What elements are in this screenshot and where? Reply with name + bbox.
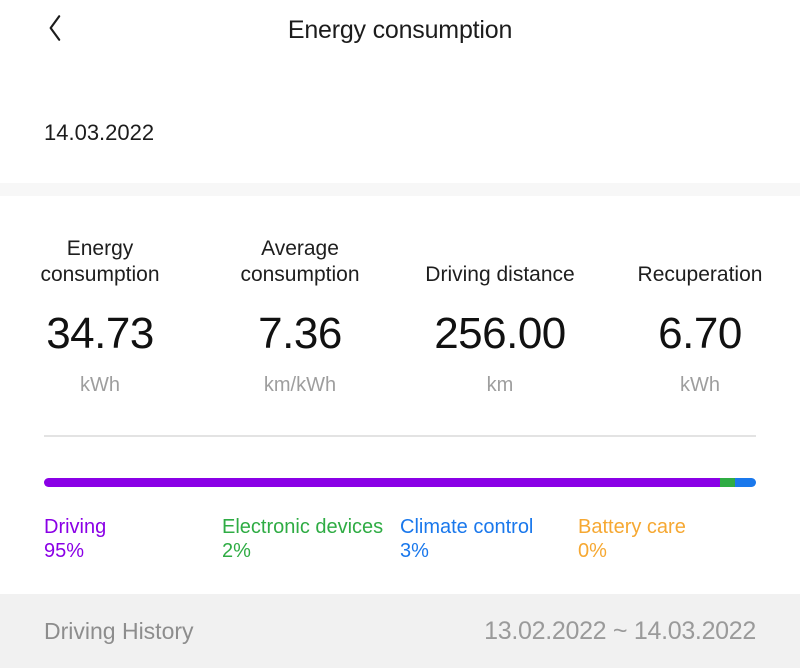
horizontal-rule: [44, 435, 756, 437]
stats-row: Energy consumption 34.73 kWh Average con…: [0, 234, 800, 397]
energy-breakdown-bar: [44, 478, 756, 487]
legend-label: Climate control: [400, 516, 534, 538]
stat-unit: kWh: [80, 374, 120, 396]
legend-item-climate-control: Climate control 3%: [400, 515, 578, 564]
stat-label: Energy consumption: [40, 236, 160, 286]
legend-label: Driving: [44, 516, 107, 538]
stat-driving-distance: Driving distance 256.00 km: [400, 234, 600, 397]
legend-percent: 95%: [44, 540, 85, 563]
legend-label: Battery care: [578, 516, 686, 538]
legend-percent: 2%: [222, 540, 251, 563]
back-button[interactable]: [40, 13, 72, 45]
legend-percent: 0%: [578, 540, 607, 563]
stat-average-consumption: Average consumption 7.36 km/kWh: [200, 234, 400, 397]
stat-unit: km/kWh: [263, 374, 337, 396]
section-divider: [0, 183, 800, 196]
legend-item-electronic-devices: Electronic devices 2%: [222, 515, 400, 564]
chevron-left-icon: [43, 13, 69, 46]
stat-label: Recuperation: [637, 262, 763, 286]
stat-energy-consumption: Energy consumption 34.73 kWh: [0, 234, 200, 397]
date-label: 14.03.2022: [44, 120, 155, 145]
legend-percent: 3%: [400, 540, 429, 563]
header: Energy consumption: [0, 0, 800, 50]
stat-value: 6.70: [658, 309, 742, 358]
stat-value: 7.36: [258, 309, 342, 358]
legend-item-driving: Driving 95%: [44, 515, 222, 564]
stat-label: Average consumption: [240, 236, 360, 286]
bar-segment-electronic-devices: [720, 478, 735, 487]
legend-label: Electronic devices: [222, 516, 384, 538]
date-range-label: 13.02.2022 ~ 14.03.2022: [484, 616, 756, 645]
stat-value: 34.73: [46, 309, 154, 358]
stat-recuperation: Recuperation 6.70 kWh: [600, 234, 800, 397]
bar-segment-climate-control: [734, 478, 756, 487]
legend-item-battery-care: Battery care 0%: [578, 515, 756, 564]
stat-unit: kWh: [680, 374, 720, 396]
bar-segment-driving: [44, 478, 721, 487]
driving-history-label: Driving History: [44, 617, 194, 644]
page-title: Energy consumption: [287, 15, 513, 44]
energy-breakdown-legend: Driving 95% Electronic devices 2% Climat…: [44, 515, 756, 564]
driving-history-row[interactable]: Driving History 13.02.2022 ~ 14.03.2022: [0, 594, 800, 668]
stat-label: Driving distance: [425, 262, 575, 286]
stat-unit: km: [486, 374, 514, 396]
stat-value: 256.00: [434, 309, 566, 358]
